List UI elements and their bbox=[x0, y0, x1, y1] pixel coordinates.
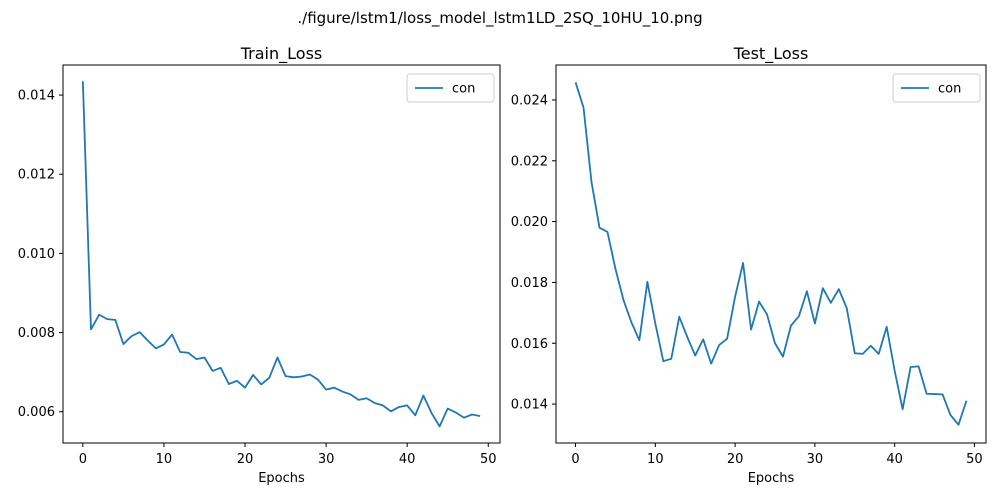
test-y-tick-label: 0.022 bbox=[511, 154, 548, 169]
test-chart-title: Test_Loss bbox=[733, 44, 809, 64]
figure-suptitle: ./figure/lstm1/loss_model_lstm1LD_2SQ_10… bbox=[297, 9, 702, 28]
train-legend: con bbox=[406, 73, 495, 103]
test-axes-frame bbox=[555, 64, 987, 444]
train-series-line-con bbox=[81, 81, 481, 428]
test-legend-box bbox=[892, 73, 981, 103]
train-x-tick-label: 0 bbox=[79, 452, 87, 467]
test-legend: con bbox=[892, 73, 981, 103]
train-x-tick-label: 30 bbox=[318, 452, 335, 467]
train-y-tick-label: 0.010 bbox=[18, 247, 55, 262]
train-axes-frame bbox=[62, 64, 501, 444]
train-y-tick-label: 0.006 bbox=[18, 405, 55, 420]
test-y-tick-label: 0.016 bbox=[511, 337, 548, 352]
train-chart-title: Train_Loss bbox=[240, 44, 322, 64]
train-x-axis-label: Epochs bbox=[258, 471, 305, 486]
test-legend-label: con bbox=[938, 82, 961, 97]
train-loss-axes: Train_Loss 0 10 20 30 40 50 0.006 0.008 0.010 0.01… bbox=[18, 44, 501, 486]
test-y-tick-label: 0.020 bbox=[511, 215, 548, 230]
train-x-tick-label: 40 bbox=[399, 452, 416, 467]
test-y-tick-label: 0.018 bbox=[511, 276, 548, 291]
test-series-line-con bbox=[574, 82, 968, 426]
train-x-tick-label: 10 bbox=[156, 452, 173, 467]
test-loss-axes: Test_Loss 0 10 20 30 40 50 0.014 0.016 0.018 0.020… bbox=[511, 44, 987, 486]
test-y-tick-label: 0.024 bbox=[511, 93, 548, 108]
test-x-tick-label: 30 bbox=[807, 452, 824, 467]
test-x-tick-label: 40 bbox=[886, 452, 903, 467]
train-x-tick-label: 50 bbox=[480, 452, 497, 467]
train-y-tick-label: 0.014 bbox=[18, 89, 55, 104]
test-x-tick-label: 10 bbox=[647, 452, 664, 467]
test-x-axis-label: Epochs bbox=[748, 471, 795, 486]
train-legend-label: con bbox=[452, 82, 475, 97]
test-x-tick-label: 50 bbox=[966, 452, 983, 467]
test-x-tick-label: 0 bbox=[571, 452, 579, 467]
test-x-tick-label: 20 bbox=[727, 452, 744, 467]
test-y-tick-label: 0.014 bbox=[511, 398, 548, 413]
train-y-tick-label: 0.008 bbox=[18, 326, 55, 341]
train-legend-box bbox=[406, 73, 495, 103]
train-x-tick-label: 20 bbox=[237, 452, 254, 467]
train-y-tick-label: 0.012 bbox=[18, 168, 55, 183]
